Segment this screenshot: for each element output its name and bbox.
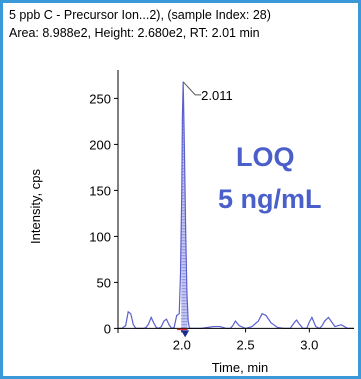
- sample-header: 5 ppb C - Precursor Ion...2), (sample In…: [9, 8, 271, 22]
- y-tick-label: 50: [97, 275, 111, 290]
- y-axis-title: Intensity, cps: [28, 169, 43, 244]
- y-tick-label: 0: [104, 321, 111, 336]
- integration-start-marker: [181, 330, 190, 338]
- y-tick-label: 250: [89, 91, 111, 106]
- peak-label-leader: [182, 81, 202, 96]
- loq-label: LOQ: [236, 142, 295, 172]
- y-tick-label: 150: [89, 183, 111, 198]
- x-tick-label: 2.0: [173, 337, 191, 352]
- peak-retention-label: 2.011: [201, 88, 233, 103]
- peak-summary: Area: 8.988e2, Height: 2.680e2, RT: 2.01…: [9, 26, 260, 40]
- y-tick-label: 100: [89, 229, 111, 244]
- x-tick-label: 3.0: [300, 337, 318, 352]
- x-axis-title: Time, min: [212, 360, 269, 375]
- x-tick-label: 2.5: [237, 337, 255, 352]
- y-tick-label: 200: [89, 137, 111, 152]
- loq-concentration: 5 ng/mL: [218, 184, 322, 214]
